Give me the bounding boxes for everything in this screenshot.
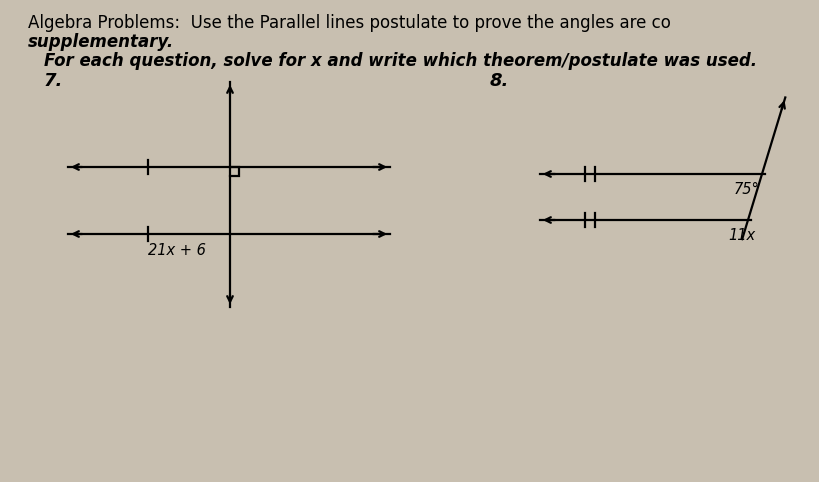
Text: 21x + 6: 21x + 6 — [148, 243, 206, 258]
Text: Algebra Problems:  Use the Parallel lines postulate to prove the angles are co: Algebra Problems: Use the Parallel lines… — [28, 14, 671, 32]
Text: 8.: 8. — [490, 72, 509, 90]
Text: 7.: 7. — [44, 72, 63, 90]
Text: 75°: 75° — [734, 182, 760, 197]
Text: supplementary.: supplementary. — [28, 33, 174, 51]
Text: For each question, solve for x and write which theorem/postulate was used.: For each question, solve for x and write… — [44, 52, 757, 70]
Text: 11x: 11x — [728, 228, 755, 243]
